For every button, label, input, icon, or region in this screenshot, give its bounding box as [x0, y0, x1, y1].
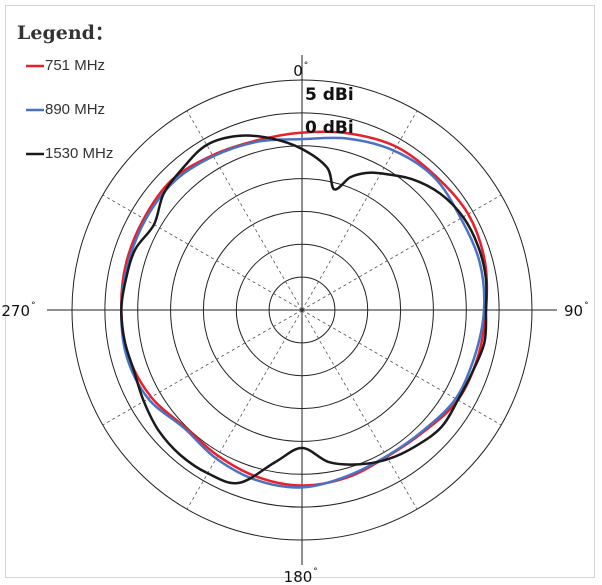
spoke-210	[186, 309, 303, 510]
angle-label-90: 90	[564, 302, 583, 320]
series-line-0	[119, 130, 489, 487]
spoke-240	[102, 309, 303, 426]
radial-label-1: 0 dBi	[305, 118, 354, 138]
spoke-330	[186, 110, 303, 311]
series-line-1	[120, 136, 486, 489]
radial-label-0: 5 dBi	[305, 85, 354, 105]
degree-symbol-0: °	[304, 61, 309, 71]
degree-symbol-90: °	[584, 301, 589, 311]
angle-label-0: 0	[293, 62, 303, 80]
spoke-300	[102, 194, 303, 311]
angle-label-180: 180	[284, 568, 313, 585]
legend-label-1: 890 MHz	[45, 101, 105, 118]
spoke-30	[301, 110, 418, 311]
angle-label-270: 270	[1, 302, 30, 320]
legend-title: Legend：	[17, 22, 114, 44]
series-line-2	[120, 134, 488, 485]
legend-label-0: 751 MHz	[45, 57, 105, 74]
degree-symbol-270: °	[31, 301, 36, 311]
degree-symbol-180: °	[313, 567, 318, 577]
spoke-60	[301, 194, 502, 311]
legend-label-2: 1530 MHz	[45, 145, 113, 162]
chart-frame	[5, 5, 595, 578]
spoke-120	[301, 309, 502, 426]
spoke-150	[301, 309, 418, 510]
